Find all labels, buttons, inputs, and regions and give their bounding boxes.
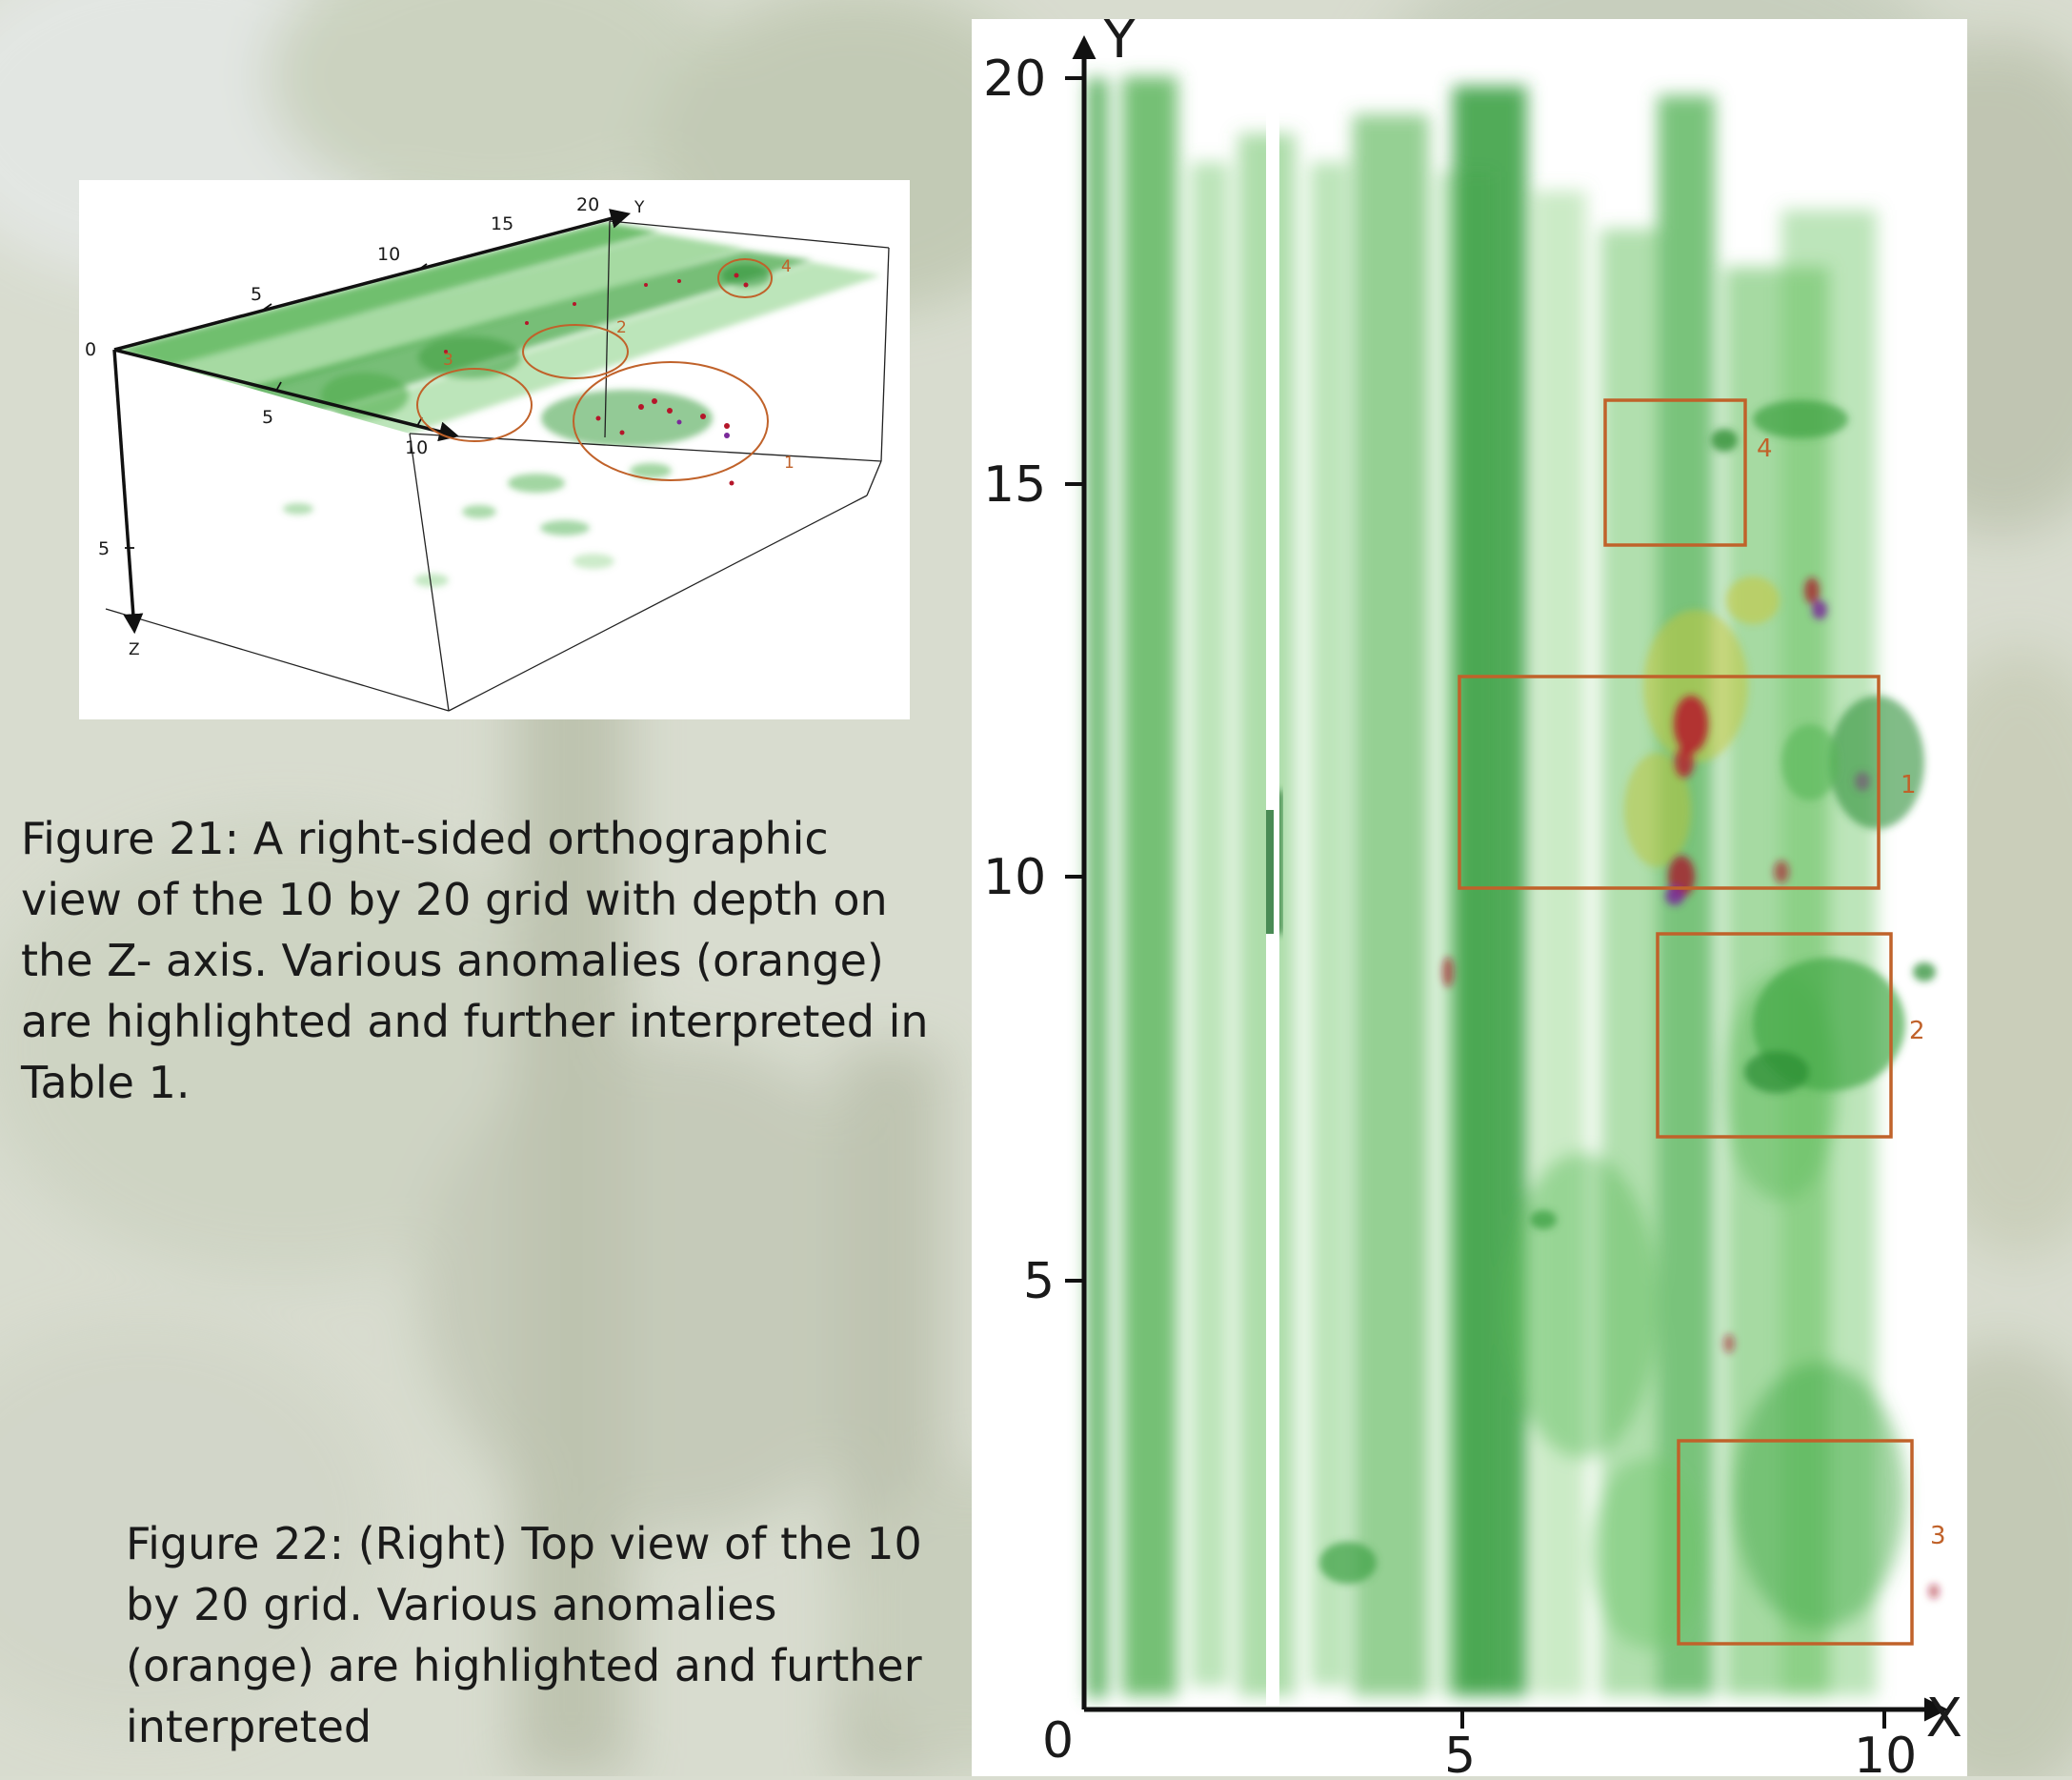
- fig21-y-tick-20: 20: [576, 194, 599, 215]
- fig21-y-axis-label: Y: [634, 198, 645, 217]
- fig21-anomaly-label-3: 3: [443, 351, 453, 370]
- fig22-origin-label: 0: [1042, 1712, 1074, 1770]
- fig21-y-tick-10: 10: [377, 244, 400, 265]
- fig22-anomaly-label-2: 2: [1909, 1017, 1925, 1045]
- figure-22-caption: Figure 22: (Right) Top view of the 10 by…: [126, 1518, 922, 1752]
- fig21-anomaly-label-4: 4: [781, 257, 792, 276]
- fig21-x-tick-10: 10: [405, 437, 428, 458]
- fig22-y-tick-15: 15: [983, 456, 1046, 514]
- fig22-y-tick-10: 10: [983, 849, 1046, 906]
- fig22-anomaly-label-1: 1: [1901, 771, 1917, 799]
- fig21-z-axis-label: Z: [129, 640, 140, 659]
- fig22-anomaly-label-3: 3: [1930, 1522, 1946, 1550]
- fig22-y-axis-label: Y: [1102, 19, 1137, 71]
- fig21-y-tick-15: 15: [491, 213, 513, 234]
- fig22-y-tick-5: 5: [1023, 1253, 1055, 1310]
- fig21-y-tick-5: 5: [251, 284, 262, 305]
- fig22-x-tick-5: 5: [1444, 1728, 1476, 1776]
- fig22-x-tick-10: 10: [1854, 1728, 1917, 1776]
- fig22-x-axis-label: X: [1926, 1688, 1962, 1750]
- fig21-origin-label: 0: [85, 339, 96, 360]
- fig21-anomaly-label-2: 2: [616, 318, 627, 337]
- figure-21-panel: 0 5 10 15 20 Y 5 10 5 Z 1 2 3 4: [79, 180, 910, 719]
- fig21-anomaly-label-1: 1: [784, 454, 795, 473]
- figure-22-panel: 20 15 10 5 0 5 10 Y X 4 1 2 3: [972, 9, 1967, 1780]
- fig21-x-tick-5: 5: [262, 407, 273, 428]
- fig22-y-tick-20: 20: [983, 51, 1046, 108]
- figure-22-top-view: 20 15 10 5 0 5 10 Y X 4 1 2 3: [972, 9, 1967, 1780]
- fig22-anomaly-label-4: 4: [1757, 435, 1773, 463]
- fig21-z-tick-5: 5: [98, 538, 110, 559]
- figure-21-3d-view: 0 5 10 15 20 Y 5 10 5 Z 1 2 3 4: [79, 180, 910, 719]
- figure-21-caption: Figure 21: A right-sided orthographic vi…: [21, 813, 929, 1108]
